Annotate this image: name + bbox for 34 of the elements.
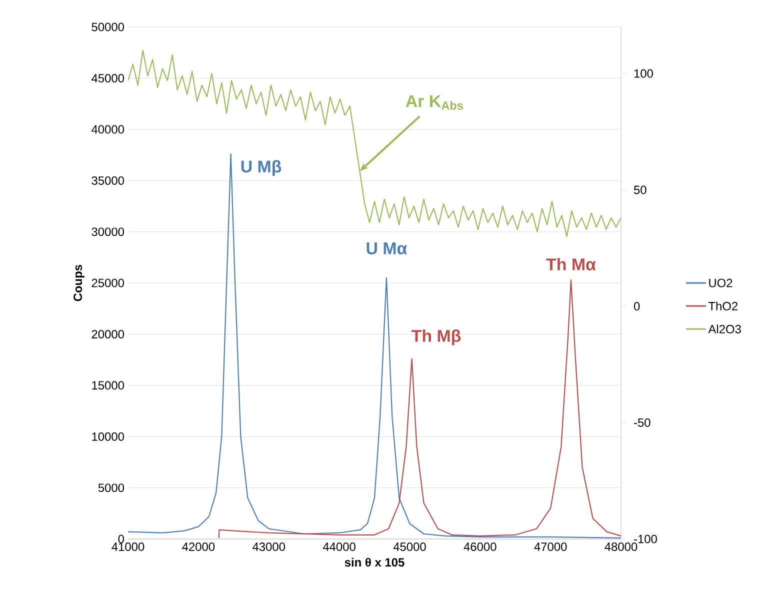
x-tick-label: 41000 xyxy=(112,542,144,551)
annotation: Th Mβ xyxy=(412,329,461,346)
x-tick-label: 45000 xyxy=(393,542,426,551)
x-tick-label: 47000 xyxy=(534,542,567,551)
x-tick-label: 46000 xyxy=(464,542,496,551)
annotation: Th Mα xyxy=(546,258,596,270)
y-tick-label: 35000 xyxy=(92,176,124,185)
y2-tick-label: 100 xyxy=(634,69,653,78)
y-tick-label: 20000 xyxy=(92,330,124,338)
annotation: Ar K$_{Abs}$ xyxy=(406,95,464,110)
y2-tick-label: 50 xyxy=(634,186,646,194)
x-tick-label: 44000 xyxy=(322,542,356,551)
y-axis-title: Coups xyxy=(74,264,84,302)
y-tick-label: 40000 xyxy=(92,125,124,134)
x-axis-title: sin θ x 105 xyxy=(344,558,404,567)
legend-label: ThO2 xyxy=(708,302,738,310)
y-tick-label: 0 xyxy=(118,534,124,544)
legend-label: Al2O3 xyxy=(708,324,741,334)
x-tick-label: 42000 xyxy=(182,542,215,551)
y-tick-label: 15000 xyxy=(92,381,124,390)
y-tick-label: 45000 xyxy=(92,74,124,82)
x-tick-label: 43000 xyxy=(252,542,286,551)
y-tick-label: 50000 xyxy=(92,22,124,32)
annotation: U Mβ xyxy=(241,160,282,176)
x-tick-label: 48000 xyxy=(604,542,638,551)
y2-tick-label: -50 xyxy=(634,418,650,427)
legend-label: UO2 xyxy=(709,278,732,288)
y2-tick-label: -100 xyxy=(634,534,657,544)
y2-tick-label: 0 xyxy=(634,302,640,310)
y-tick-label: 5000 xyxy=(98,484,124,492)
annotation: U Mα xyxy=(366,242,408,254)
y-tick-label: 30000 xyxy=(92,228,124,236)
y-tick-label: 10000 xyxy=(92,432,124,441)
y-tick-label: 25000 xyxy=(92,278,124,288)
